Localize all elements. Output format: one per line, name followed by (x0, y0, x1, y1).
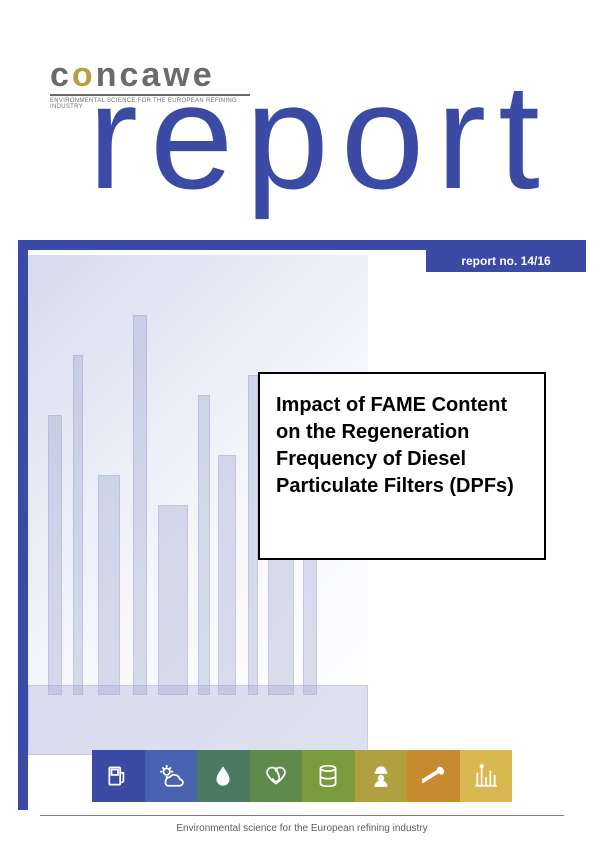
refinery-tower (248, 375, 258, 695)
topic-icon-strip (92, 750, 512, 802)
footer-tagline: Environmental science for the European r… (0, 823, 604, 834)
refinery-tower (133, 315, 147, 695)
vertical-blue-bar (18, 250, 28, 810)
barrel-icon (302, 750, 355, 802)
weather-icon (145, 750, 198, 802)
refinery-ground (28, 685, 368, 755)
refinery-icon (460, 750, 513, 802)
refinery-tower (98, 475, 120, 695)
refinery-tower (218, 455, 236, 695)
water-drop-icon (197, 750, 250, 802)
fuel-pump-icon (92, 750, 145, 802)
refinery-tower (73, 355, 83, 695)
refinery-tower (48, 415, 62, 695)
health-icon (250, 750, 303, 802)
report-title: Impact of FAME Content on the Regenerati… (276, 392, 528, 500)
pipeline-icon (407, 750, 460, 802)
refinery-tower (158, 505, 188, 695)
worker-icon (355, 750, 408, 802)
logo-letter-c: c (50, 56, 72, 94)
footer-rule (40, 815, 564, 816)
refinery-tower (198, 395, 210, 695)
horizontal-blue-bar (18, 240, 586, 250)
report-title-box: Impact of FAME Content on the Regenerati… (258, 372, 546, 560)
report-number-label: report no. 14/16 (426, 250, 586, 272)
report-cover-page: concawe ENVIRONMENTAL SCIENCE FOR THE EU… (0, 0, 604, 854)
big-title-word: report (88, 50, 552, 223)
